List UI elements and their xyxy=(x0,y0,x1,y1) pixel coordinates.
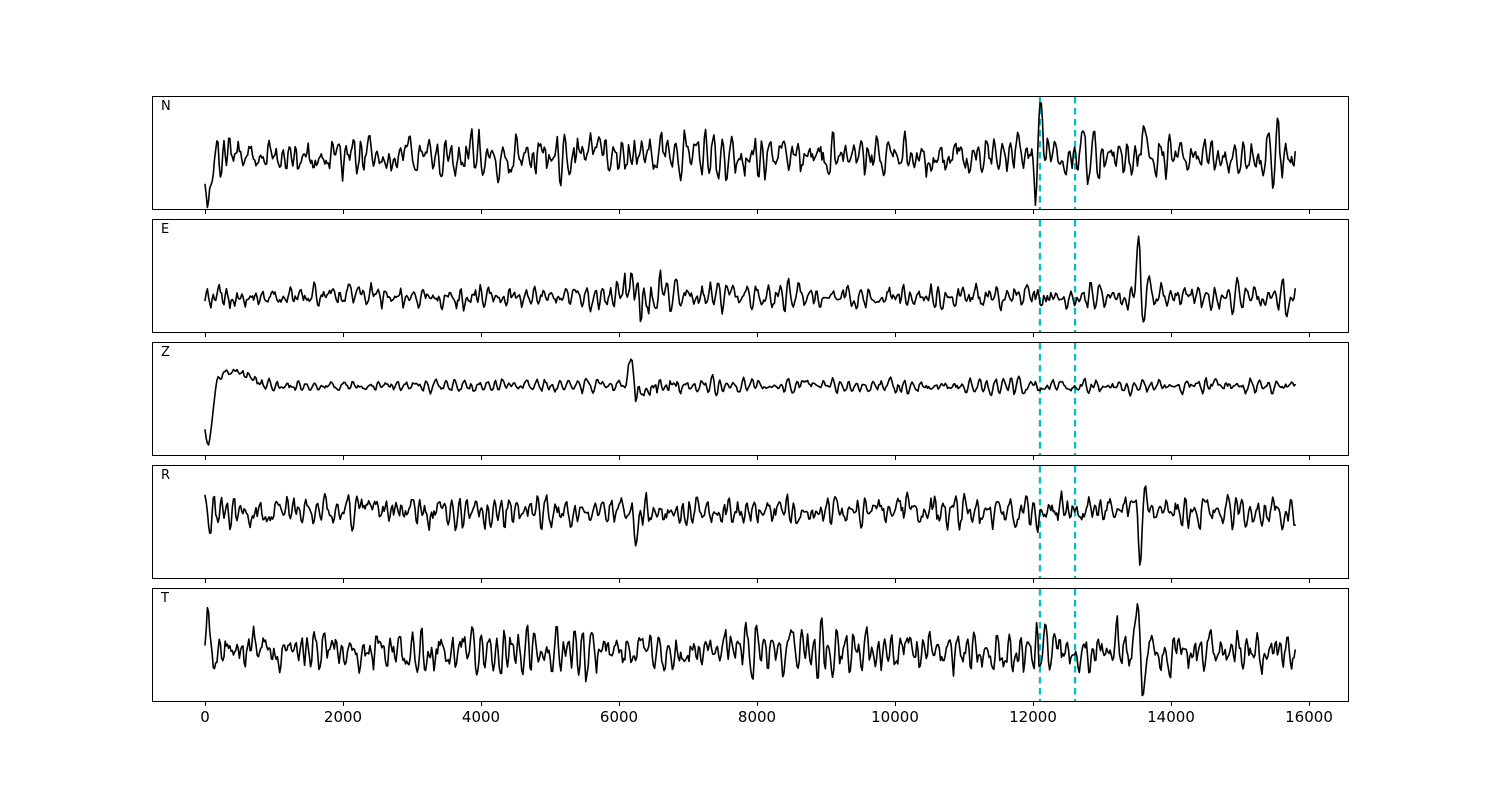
x-tick xyxy=(757,333,759,337)
panel-label: Z xyxy=(161,345,170,360)
x-tick xyxy=(1033,702,1035,706)
x-tick xyxy=(205,579,207,583)
panel-label: E xyxy=(161,222,170,237)
waveform-panel-R: R xyxy=(152,465,1349,579)
x-tick-label: 4000 xyxy=(461,708,501,726)
x-tick xyxy=(205,210,207,214)
x-tick xyxy=(343,579,345,583)
x-tick xyxy=(619,456,621,460)
x-tick xyxy=(1171,579,1173,583)
x-tick xyxy=(205,456,207,460)
x-tick xyxy=(895,702,897,706)
x-tick-label: 6000 xyxy=(599,708,639,726)
x-tick xyxy=(205,333,207,337)
waveform-trace-R xyxy=(204,485,1296,566)
x-tick xyxy=(481,579,483,583)
x-tick xyxy=(895,579,897,583)
x-tick xyxy=(1171,456,1173,460)
x-tick xyxy=(757,579,759,583)
x-tick-label: 16000 xyxy=(1285,708,1333,726)
x-tick xyxy=(619,579,621,583)
x-tick xyxy=(757,210,759,214)
x-tick xyxy=(619,702,621,706)
x-tick xyxy=(481,210,483,214)
x-tick xyxy=(757,456,759,460)
panel-label: T xyxy=(161,591,169,606)
x-tick xyxy=(1309,579,1311,583)
x-tick-label: 14000 xyxy=(1147,708,1195,726)
waveform-trace-N xyxy=(204,102,1296,209)
x-tick xyxy=(481,456,483,460)
x-tick xyxy=(1033,333,1035,337)
x-tick xyxy=(1309,333,1311,337)
x-tick xyxy=(1033,456,1035,460)
x-tick xyxy=(757,702,759,706)
x-tick xyxy=(1309,456,1311,460)
panel-canvas xyxy=(204,97,1296,209)
x-tick xyxy=(343,456,345,460)
x-tick xyxy=(1171,210,1173,214)
x-tick xyxy=(619,333,621,337)
x-tick xyxy=(895,333,897,337)
x-tick xyxy=(1033,210,1035,214)
x-tick xyxy=(1309,702,1311,706)
x-tick xyxy=(1033,579,1035,583)
x-tick xyxy=(895,210,897,214)
waveform-panel-N: N xyxy=(152,96,1349,210)
panel-label: R xyxy=(161,468,171,483)
x-tick xyxy=(1309,210,1311,214)
x-tick xyxy=(481,702,483,706)
x-tick-label: 0 xyxy=(200,708,210,726)
x-tick xyxy=(1171,333,1173,337)
waveform-panel-T: T xyxy=(152,588,1349,702)
x-tick-label: 10000 xyxy=(871,708,919,726)
waveform-panel-Z: Z xyxy=(152,342,1349,456)
x-tick xyxy=(343,702,345,706)
panel-canvas xyxy=(204,589,1296,701)
waveform-trace-E xyxy=(204,235,1296,323)
x-tick xyxy=(481,333,483,337)
panel-label: N xyxy=(161,99,171,114)
waveform-trace-T xyxy=(204,603,1296,697)
waveform-panel-E: E xyxy=(152,219,1349,333)
x-tick xyxy=(343,333,345,337)
panel-canvas xyxy=(204,220,1296,332)
x-tick-label: 2000 xyxy=(323,708,363,726)
x-tick xyxy=(343,210,345,214)
x-tick xyxy=(205,702,207,706)
panel-canvas xyxy=(204,466,1296,578)
x-tick xyxy=(895,456,897,460)
x-tick-label: 8000 xyxy=(737,708,777,726)
panel-canvas xyxy=(204,343,1296,455)
x-tick xyxy=(1171,702,1173,706)
x-tick xyxy=(619,210,621,214)
x-tick-label: 12000 xyxy=(1009,708,1057,726)
waveform-trace-Z xyxy=(204,358,1296,446)
